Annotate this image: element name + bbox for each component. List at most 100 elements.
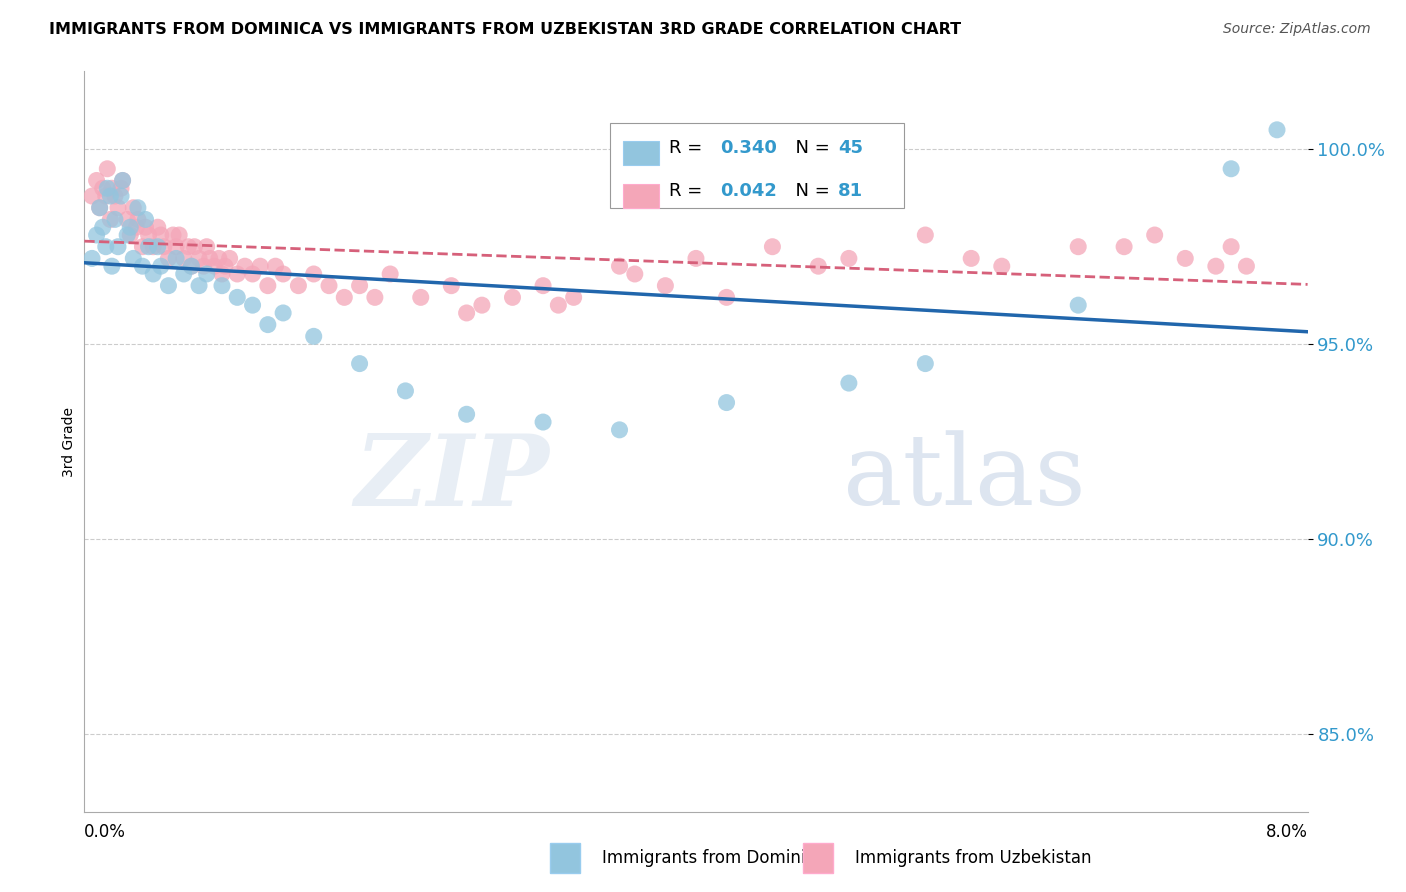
- Text: N =: N =: [785, 139, 835, 158]
- Point: [302, 329, 325, 343]
- Point: [264, 259, 287, 273]
- Point: [125, 220, 148, 235]
- Text: 45: 45: [838, 139, 863, 158]
- Point: [761, 240, 783, 254]
- Point: [80, 252, 103, 266]
- Point: [122, 252, 145, 266]
- Point: [162, 227, 184, 242]
- Y-axis label: 3rd Grade: 3rd Grade: [62, 407, 76, 476]
- Point: [138, 240, 160, 254]
- Point: [107, 240, 129, 254]
- Text: 0.340: 0.340: [720, 139, 778, 158]
- Point: [120, 220, 142, 235]
- Point: [242, 298, 264, 312]
- Point: [149, 227, 172, 242]
- Point: [195, 267, 218, 281]
- Point: [716, 395, 738, 409]
- Point: [456, 407, 478, 421]
- Point: [149, 259, 172, 273]
- Point: [838, 252, 860, 266]
- Point: [1174, 252, 1197, 266]
- Point: [249, 259, 271, 273]
- Point: [115, 212, 138, 227]
- Point: [211, 267, 233, 281]
- Point: [131, 259, 153, 273]
- Point: [188, 252, 211, 266]
- Text: IMMIGRANTS FROM DOMINICA VS IMMIGRANTS FROM UZBEKISTAN 3RD GRADE CORRELATION CHA: IMMIGRANTS FROM DOMINICA VS IMMIGRANTS F…: [49, 22, 962, 37]
- Text: Source: ZipAtlas.com: Source: ZipAtlas.com: [1223, 22, 1371, 37]
- Point: [233, 259, 256, 273]
- Point: [271, 306, 294, 320]
- Point: [80, 189, 103, 203]
- FancyBboxPatch shape: [623, 141, 659, 165]
- Point: [1114, 240, 1136, 254]
- Point: [101, 181, 124, 195]
- Point: [177, 240, 200, 254]
- Point: [211, 278, 233, 293]
- Point: [318, 278, 340, 293]
- Point: [547, 298, 569, 312]
- Point: [110, 181, 132, 195]
- Point: [440, 278, 463, 293]
- Point: [135, 212, 157, 227]
- Text: atlas: atlas: [842, 431, 1085, 526]
- Point: [173, 252, 195, 266]
- Point: [138, 227, 160, 242]
- Point: [914, 357, 936, 371]
- Point: [409, 290, 432, 304]
- Point: [120, 227, 142, 242]
- Point: [153, 240, 176, 254]
- Point: [471, 298, 494, 312]
- Point: [135, 220, 157, 235]
- Text: 0.042: 0.042: [720, 183, 778, 201]
- Point: [531, 278, 554, 293]
- Point: [193, 259, 215, 273]
- Text: 8.0%: 8.0%: [1265, 823, 1308, 841]
- Point: [94, 189, 117, 203]
- Point: [180, 259, 202, 273]
- Point: [394, 384, 416, 398]
- Point: [101, 259, 124, 273]
- Point: [624, 267, 647, 281]
- Point: [157, 252, 180, 266]
- Point: [96, 181, 118, 195]
- Point: [1220, 240, 1243, 254]
- Point: [271, 267, 294, 281]
- Point: [111, 173, 134, 187]
- Point: [107, 201, 129, 215]
- Point: [609, 259, 631, 273]
- Point: [257, 318, 280, 332]
- Text: ZIP: ZIP: [354, 430, 550, 527]
- Text: Immigrants from Dominica: Immigrants from Dominica: [602, 849, 824, 867]
- Point: [142, 240, 165, 254]
- Point: [180, 259, 202, 273]
- Text: Immigrants from Uzbekistan: Immigrants from Uzbekistan: [855, 849, 1091, 867]
- Text: 0.0%: 0.0%: [84, 823, 127, 841]
- Point: [157, 278, 180, 293]
- Point: [380, 267, 402, 281]
- Point: [1220, 161, 1243, 176]
- Point: [202, 259, 225, 273]
- Point: [214, 259, 236, 273]
- Point: [960, 252, 983, 266]
- Point: [333, 290, 356, 304]
- Point: [146, 220, 169, 235]
- Text: 81: 81: [838, 183, 863, 201]
- Point: [142, 267, 165, 281]
- Point: [98, 189, 121, 203]
- FancyBboxPatch shape: [610, 123, 904, 209]
- Point: [609, 423, 631, 437]
- Point: [104, 212, 127, 227]
- Point: [349, 357, 371, 371]
- Point: [110, 189, 132, 203]
- Point: [991, 259, 1014, 273]
- Point: [226, 290, 249, 304]
- Point: [131, 240, 153, 254]
- Text: R =: R =: [669, 183, 709, 201]
- Point: [242, 267, 264, 281]
- Point: [654, 278, 676, 293]
- Point: [91, 181, 114, 195]
- Point: [86, 227, 108, 242]
- Point: [218, 252, 240, 266]
- Point: [914, 227, 936, 242]
